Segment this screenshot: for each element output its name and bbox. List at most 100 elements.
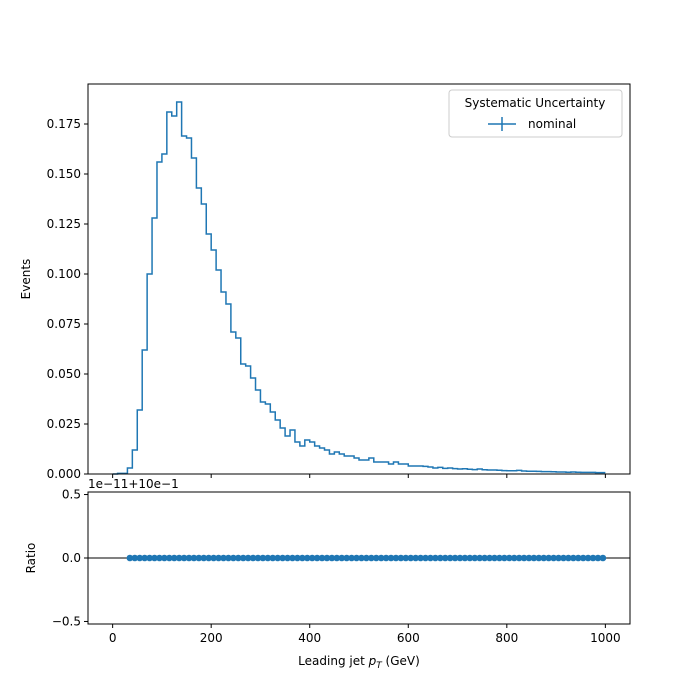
- ratio-point: [131, 554, 139, 562]
- ratio-point: [151, 554, 158, 562]
- ratio-point: [402, 554, 410, 562]
- ratio-point: [392, 554, 400, 562]
- main-plot-area: [112, 101, 606, 475]
- ratio-point: [387, 554, 395, 562]
- ratio-point: [476, 554, 484, 562]
- ratio-point: [579, 554, 587, 562]
- ratio-point: [382, 554, 390, 562]
- ratio-point: [294, 554, 301, 562]
- ratio-point: [594, 554, 602, 562]
- ratio-point: [496, 554, 503, 562]
- ratio-point: [525, 554, 533, 562]
- ratio-point: [156, 554, 163, 562]
- ratio-point: [323, 554, 331, 562]
- ratio-y-tick-label: 0.5: [62, 488, 81, 502]
- ratio-point: [550, 554, 557, 562]
- x-tick-label: 1000: [590, 631, 621, 645]
- main-y-tick-label: 0.175: [47, 117, 81, 131]
- x-axis-label-unit: (GeV): [382, 654, 420, 668]
- ratio-point: [422, 554, 429, 562]
- ratio-point: [565, 554, 572, 562]
- ratio-point: [501, 554, 508, 562]
- ratio-point: [560, 554, 567, 562]
- ratio-point: [175, 554, 183, 562]
- ratio-point: [126, 554, 134, 562]
- main-panel: 0.000 0.025 0.050 0.075 0.100 0.125 0.150 0.175…: [19, 83, 631, 481]
- ratio-panel: 0 200 400 600 800 1000 −0.5 0.0 0.5 1e−11+10e−1…: [24, 477, 631, 671]
- main-y-tick-label: 0.125: [47, 217, 81, 231]
- ratio-point: [205, 554, 213, 562]
- legend-box: [448, 89, 623, 138]
- ratio-point: [225, 554, 232, 562]
- ratio-point: [348, 554, 355, 562]
- x-axis-label-prefix: Leading jet: [298, 654, 368, 668]
- legend: Systematic Uncertainty nominal: [448, 89, 623, 138]
- ratio-point: [540, 554, 548, 562]
- legend-marker-nominal: [488, 117, 516, 131]
- ratio-point: [136, 554, 144, 562]
- ratio-point: [486, 554, 493, 562]
- ratio-point: [574, 554, 582, 562]
- ratio-point: [289, 554, 296, 562]
- main-y-tick-label: 0.025: [47, 417, 81, 431]
- ratio-point: [545, 554, 552, 562]
- ratio-point: [570, 554, 577, 562]
- ratio-point: [274, 554, 282, 562]
- ratio-point: [185, 554, 193, 562]
- ratio-point: [200, 554, 208, 562]
- ratio-point: [254, 554, 262, 562]
- ratio-point: [427, 554, 434, 562]
- ratio-point: [190, 554, 198, 562]
- main-y-tick-label: 0.000: [47, 467, 81, 481]
- ratio-point: [555, 554, 562, 562]
- ratio-point: [471, 554, 479, 562]
- ratio-point: [338, 554, 346, 562]
- main-y-tick-label: 0.150: [47, 167, 81, 181]
- x-tick-label: 800: [495, 631, 518, 645]
- x-tick-label: 0: [109, 631, 117, 645]
- main-y-ticks: 0.000 0.025 0.050 0.075 0.100 0.125 0.150 0.175: [47, 117, 88, 481]
- ratio-point: [328, 554, 336, 562]
- ratio-plot-area: [88, 554, 630, 562]
- ratio-y-ticks: −0.5 0.0 0.5: [52, 488, 88, 628]
- ratio-point: [437, 554, 444, 562]
- x-axis-label: Leading jet pT (GeV): [298, 654, 420, 671]
- ratio-point: [589, 554, 597, 562]
- ratio-point: [230, 554, 237, 562]
- ratio-offset-label: 1e−11+10e−1: [88, 477, 179, 491]
- ratio-point: [318, 554, 326, 562]
- ratio-point: [259, 554, 267, 562]
- ratio-point: [358, 554, 365, 562]
- ratio-point: [412, 554, 419, 562]
- ratio-point: [141, 554, 148, 562]
- ratio-point: [407, 554, 415, 562]
- ratio-point: [417, 554, 424, 562]
- ratio-point: [353, 554, 360, 562]
- legend-entry-nominal: nominal: [528, 117, 576, 131]
- ratio-point: [372, 554, 380, 562]
- x-axis-label-variable: p: [368, 654, 377, 668]
- main-y-axis-label: Events: [19, 259, 33, 300]
- histogram-nominal: [112, 101, 606, 475]
- ratio-point: [491, 554, 498, 562]
- ratio-y-tick-label: −0.5: [52, 614, 81, 628]
- ratio-point: [264, 554, 272, 562]
- ratio-point: [279, 554, 286, 562]
- ratio-point: [146, 554, 153, 562]
- ratio-point: [377, 554, 385, 562]
- ratio-point: [535, 554, 543, 562]
- main-y-tick-label: 0.050: [47, 367, 81, 381]
- main-x-ticks: [112, 474, 606, 478]
- ratio-point: [161, 554, 168, 562]
- ratio-point: [505, 554, 513, 562]
- ratio-point: [234, 554, 242, 562]
- ratio-point: [249, 554, 257, 562]
- ratio-y-tick-label: 0.0: [62, 551, 81, 565]
- ratio-point: [195, 554, 203, 562]
- x-axis-label-subscript: T: [376, 661, 383, 671]
- x-tick-label: 200: [200, 631, 223, 645]
- ratio-x-ticks: 0 200 400 600 800 1000: [109, 624, 621, 645]
- ratio-point: [432, 554, 439, 562]
- x-tick-label: 600: [397, 631, 420, 645]
